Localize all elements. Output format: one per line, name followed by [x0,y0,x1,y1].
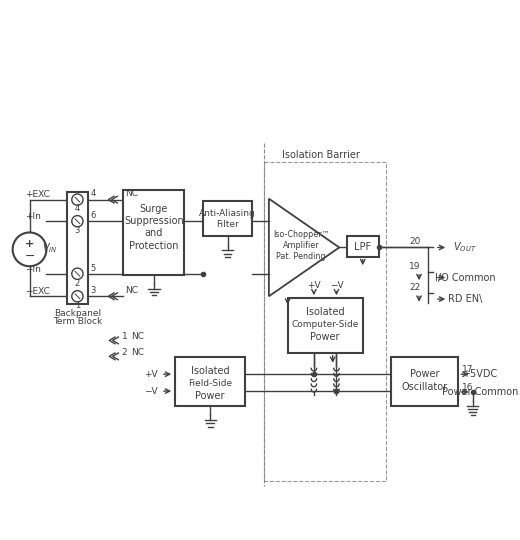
Text: RD EN\: RD EN\ [448,294,482,304]
Text: Power: Power [196,391,225,401]
Text: 20: 20 [410,238,421,246]
Text: $V_{IN}$: $V_{IN}$ [43,241,58,255]
Text: −EXC: −EXC [25,287,50,296]
Text: 3: 3 [75,226,80,235]
Text: $V_{OUT}$: $V_{OUT}$ [453,241,477,254]
Text: Suppression: Suppression [124,216,184,226]
Bar [175,357,245,406]
Text: +V: +V [307,280,321,289]
Bar [67,192,88,304]
Text: +EXC: +EXC [25,191,50,199]
Text: Field-Side: Field-Side [188,379,232,388]
Text: Surge: Surge [140,204,168,214]
Bar [123,190,185,275]
Text: LPF: LPF [354,241,371,252]
Text: 17: 17 [462,365,474,374]
Bar [203,200,252,236]
Text: Computer-Side: Computer-Side [292,320,359,329]
Text: 3: 3 [90,286,96,295]
Text: Isolated: Isolated [306,307,344,317]
Text: NC: NC [125,190,138,199]
Text: and: and [145,228,163,238]
Text: −In: −In [25,265,41,274]
Text: Backpanel: Backpanel [54,309,101,318]
Text: 19: 19 [409,262,421,271]
Text: Isolation Barrier: Isolation Barrier [281,151,359,160]
Text: Power Common: Power Common [442,387,518,397]
Text: 1: 1 [75,301,80,310]
Text: +: + [25,239,34,249]
Bar [288,298,363,353]
Text: Filter: Filter [216,220,239,230]
Text: Oscillator: Oscillator [401,382,448,393]
Text: −: − [24,249,35,262]
Text: −V: −V [330,280,343,289]
Text: 22: 22 [410,284,421,292]
Text: NC: NC [131,332,144,341]
Text: 4: 4 [90,190,96,199]
Text: +In: +In [25,212,41,221]
Text: 2: 2 [75,279,80,288]
Text: Anti-Aliasing: Anti-Aliasing [199,209,256,218]
Text: Pat. Pending: Pat. Pending [277,252,326,261]
Text: 16: 16 [462,383,474,392]
Text: Power: Power [310,332,340,342]
Bar [391,357,459,406]
Text: Protection: Protection [129,241,179,251]
Text: Term Block: Term Block [53,317,102,326]
Text: Amplifier: Amplifier [283,241,320,250]
Text: Isolated: Isolated [191,366,229,376]
Text: NC: NC [125,286,138,295]
Text: 4: 4 [75,205,80,213]
Text: Iso-Chopper™: Iso-Chopper™ [273,230,330,239]
Text: +V: +V [145,370,158,379]
Text: 5: 5 [90,264,96,273]
Text: −V: −V [145,387,158,396]
Text: Power: Power [410,369,439,379]
Text: 6: 6 [90,211,96,220]
Text: NC: NC [131,348,144,357]
Bar [347,236,379,257]
Text: I/O Common: I/O Common [435,273,496,282]
Text: +5VDC: +5VDC [462,369,498,379]
Text: 1: 1 [122,332,127,341]
Text: 2: 2 [122,348,127,357]
